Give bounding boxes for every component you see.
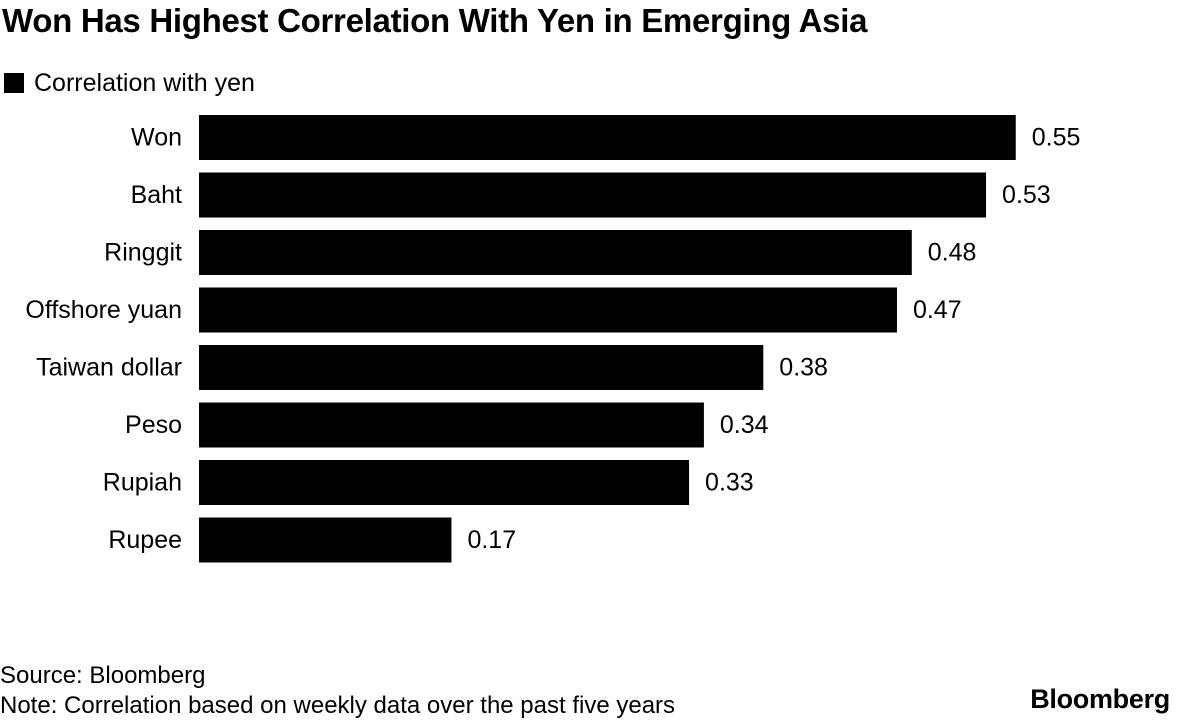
chart-title: Won Has Highest Correlation With Yen in … (2, 2, 868, 39)
legend-label: Correlation with yen (34, 68, 255, 97)
bar (199, 115, 1016, 160)
category-label: Rupee (108, 526, 182, 554)
value-label: 0.47 (913, 296, 962, 324)
value-label: 0.53 (1002, 181, 1051, 209)
category-label: Ringgit (104, 239, 182, 267)
value-label: 0.34 (720, 411, 769, 439)
bar (199, 517, 452, 563)
bar (199, 460, 690, 505)
value-label: 0.33 (705, 469, 754, 497)
bar (199, 230, 912, 275)
bar (199, 172, 987, 218)
value-label: 0.55 (1032, 124, 1081, 152)
methodology-note: Note: Correlation based on weekly data o… (0, 692, 676, 719)
category-label: Peso (125, 411, 182, 439)
bar-chart: Won 0.55 Baht 0.53 Ringgit 0.48 Offshore yuan 0… (25, 115, 1081, 563)
bar (199, 287, 897, 333)
value-label: 0.17 (467, 526, 516, 554)
category-label: Rupiah (103, 469, 182, 497)
bar (199, 402, 704, 448)
category-label: Baht (131, 181, 182, 209)
bar (199, 345, 764, 390)
category-label: Won (131, 124, 182, 152)
legend: Correlation with yen (4, 68, 255, 98)
source-note: Source: Bloomberg (0, 662, 206, 689)
category-label: Taiwan dollar (36, 354, 182, 382)
value-label: 0.48 (928, 239, 977, 267)
bloomberg-logo: Bloomberg (1030, 684, 1170, 714)
value-label: 0.38 (779, 354, 828, 382)
category-label: Offshore yuan (25, 296, 182, 324)
legend-swatch (4, 73, 24, 93)
